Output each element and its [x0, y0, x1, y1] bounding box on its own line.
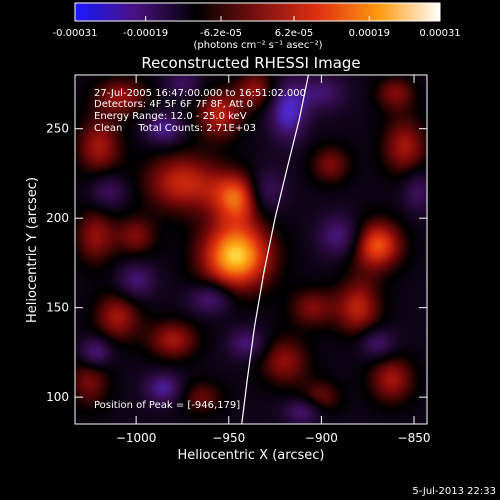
chart-title: Reconstructed RHESSI Image: [141, 54, 360, 72]
annotation-energy-range: Energy Range: 12.0 - 25.0 keV: [94, 111, 247, 122]
y-axis-ticks: 100 150 200 250: [46, 122, 427, 404]
colorbar-tick-label: -0.00031: [53, 28, 98, 39]
colorbar-ticks: -0.00031 -0.00019 -6.2e-05 6.2e-05 0.00019 0.…: [53, 16, 461, 39]
footer-timestamp: 5-Jul-2013 22:33: [412, 486, 496, 497]
heatmap-image: [75, 75, 427, 424]
annotation-detectors: Detectors: 4F 5F 6F 7F 8F, Att 0: [94, 99, 253, 110]
colorbar-tick-label: -0.00019: [123, 28, 168, 39]
solar-limb-curve: [241, 75, 310, 424]
colorbar-tick-label: 6.2e-05: [275, 28, 313, 39]
y-axis-label: Heliocentric Y (arcsec): [25, 177, 40, 323]
y-tick-label: 150: [46, 301, 69, 315]
colorbar-units-label: (photons cm⁻² s⁻¹ asec⁻²): [193, 40, 322, 51]
annotation-time-range: 27-Jul-2005 16:47:00.000 to 16:51:02.000: [94, 88, 306, 99]
plot-frame: [74, 74, 428, 425]
x-tick-label: −850: [398, 431, 431, 445]
colorbar-tick-label: 0.00031: [419, 28, 460, 39]
colorbar-tick-label: -6.2e-05: [200, 28, 242, 39]
annotation-method-counts: Clean Total Counts: 2.71E+03: [94, 123, 256, 134]
colorbar: [74, 2, 441, 22]
annotation-peak-position: Position of Peak = [-946,179]: [94, 400, 240, 411]
x-axis-ticks: −1000 −950 −900 −850: [116, 75, 431, 445]
y-tick-label: 200: [46, 211, 69, 225]
x-tick-label: −950: [212, 431, 245, 445]
x-tick-label: −1000: [116, 431, 157, 445]
y-tick-label: 100: [46, 390, 69, 404]
x-axis-label: Heliocentric X (arcsec): [178, 448, 325, 463]
y-tick-label: 250: [46, 122, 69, 136]
x-tick-label: −900: [305, 431, 338, 445]
colorbar-tick-label: 0.00019: [349, 28, 390, 39]
